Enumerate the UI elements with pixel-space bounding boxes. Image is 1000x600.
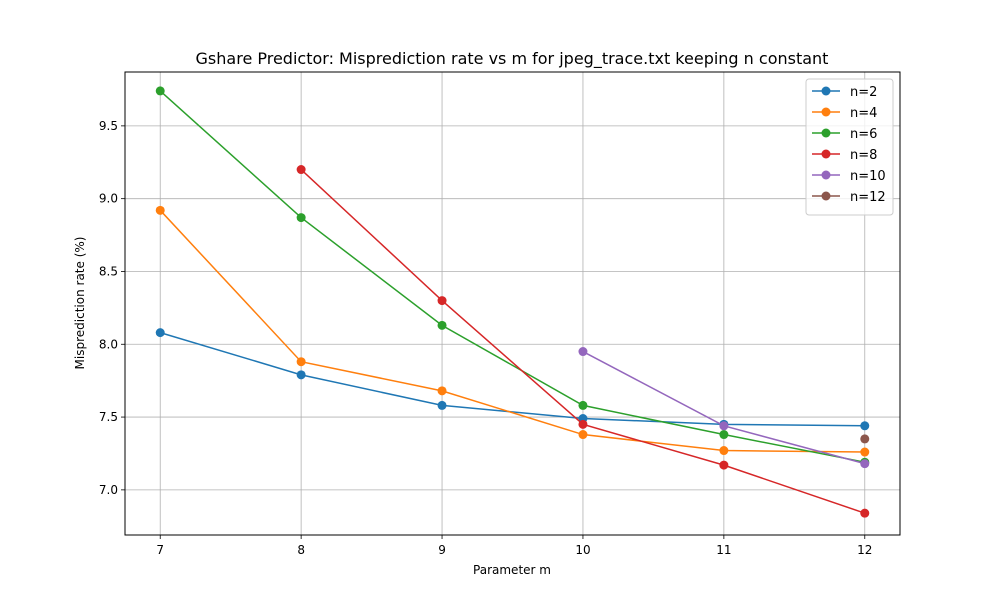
x-tick-label: 10 <box>575 543 590 557</box>
data-point-n-2 <box>296 370 306 380</box>
y-axis-title: Misprediction rate (%) <box>73 237 87 370</box>
x-tick-label: 9 <box>438 543 446 557</box>
y-tick-label: 7.5 <box>99 410 118 424</box>
y-tick-label: 9.0 <box>99 192 118 206</box>
x-tick-label: 11 <box>716 543 731 557</box>
legend-label-n-8: n=8 <box>850 148 877 163</box>
x-tick-label: 8 <box>297 543 305 557</box>
data-point-n-4 <box>719 446 729 456</box>
y-tick-label: 9.5 <box>99 119 118 133</box>
y-tick-label: 7.0 <box>99 483 118 497</box>
legend-label-n-6: n=6 <box>850 127 877 142</box>
data-point-n-8 <box>860 508 870 518</box>
data-point-n-2 <box>437 400 447 410</box>
y-tick-label: 8.5 <box>99 264 118 278</box>
data-point-n-4 <box>296 357 306 367</box>
data-point-n-4 <box>155 205 165 215</box>
legend-marker-n-2 <box>821 86 831 96</box>
legend-marker-n-12 <box>821 191 831 201</box>
chart-title: Gshare Predictor: Misprediction rate vs … <box>196 49 829 69</box>
y-tick-label: 8.0 <box>99 337 118 351</box>
data-point-n-4 <box>578 430 588 440</box>
data-point-n-6 <box>296 213 306 223</box>
legend-label-n-10: n=10 <box>850 169 886 184</box>
data-point-n-10 <box>578 347 588 357</box>
plot-frame <box>124 71 901 536</box>
data-point-n-12 <box>860 434 870 444</box>
x-tick-label: 12 <box>857 543 872 557</box>
data-point-n-6 <box>578 400 588 410</box>
data-point-n-8 <box>719 460 729 470</box>
series-line-n-4 <box>159 209 865 453</box>
data-point-n-2 <box>155 328 165 338</box>
data-point-n-10 <box>860 459 870 469</box>
legend-label-n-12: n=12 <box>850 190 886 205</box>
series-n-12 <box>860 434 870 444</box>
series-n-10 <box>578 347 870 469</box>
legend-marker-n-8 <box>821 149 831 159</box>
series-line-n-6 <box>159 90 865 463</box>
data-point-n-2 <box>860 421 870 431</box>
data-point-n-6 <box>155 86 165 96</box>
x-axis-title: Parameter m <box>473 563 551 577</box>
data-point-n-8 <box>296 165 306 175</box>
legend-marker-n-4 <box>821 107 831 117</box>
data-point-n-6 <box>719 430 729 440</box>
data-point-n-8 <box>578 419 588 429</box>
data-point-n-6 <box>437 320 447 330</box>
legend-label-n-2: n=2 <box>850 85 877 100</box>
data-point-n-8 <box>437 296 447 306</box>
legend-label-n-4: n=4 <box>850 106 877 121</box>
series-layer <box>155 86 870 518</box>
legend-marker-n-10 <box>821 170 831 180</box>
legend-marker-n-6 <box>821 128 831 138</box>
data-point-n-4 <box>860 447 870 457</box>
x-tick-label: 7 <box>156 543 164 557</box>
data-point-n-4 <box>437 386 447 396</box>
ticks: 7 8 9 10 11 12 7.0 7.5 8.0 8.5 9.0 9.5 <box>99 119 873 557</box>
series-n-8 <box>296 165 870 518</box>
data-point-n-10 <box>719 421 729 431</box>
series-n-4 <box>155 205 870 457</box>
legend: n=2 n=4 n=6 n=8 n=10 n=12 <box>805 78 894 216</box>
